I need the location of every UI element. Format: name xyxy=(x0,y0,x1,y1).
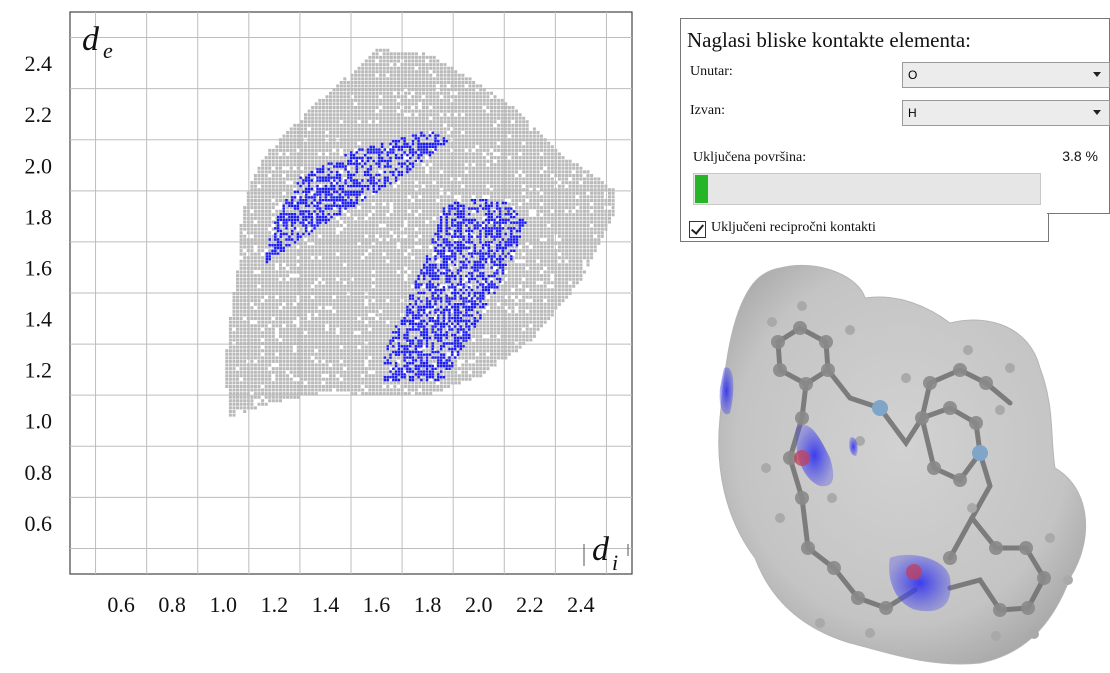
outside-element-select[interactable]: H xyxy=(902,100,1110,126)
grey-contact-points xyxy=(225,48,615,417)
included-surface-percent: 3.8 % xyxy=(1062,148,1098,164)
outside-label: Izvan: xyxy=(690,103,725,118)
y-tick-label: 2.0 xyxy=(25,153,53,178)
x-tick-label: 1.0 xyxy=(210,592,238,617)
x-axis-label-sub: i xyxy=(612,550,618,575)
included-surface-bar-fill xyxy=(695,175,709,203)
checkbox-checked-icon xyxy=(690,221,705,235)
x-tick-label: 0.6 xyxy=(107,592,135,617)
y-axis-label-sub: e xyxy=(103,38,113,63)
chevron-down-icon xyxy=(1093,110,1101,115)
tick-labels: 0.6 0.8 1.0 1.2 1.4 1.6 1.8 2.0 2.2 2.4 2.4 2.2 2.0 1… xyxy=(25,51,595,617)
y-tick-label: 2.2 xyxy=(25,102,53,127)
reciprocal-contacts-checkbox[interactable] xyxy=(689,221,706,238)
close-contact-spots xyxy=(719,367,951,612)
molecule-atoms xyxy=(771,321,1051,617)
y-tick-label: 1.6 xyxy=(25,255,53,280)
x-tick-label: 2.0 xyxy=(465,592,493,617)
y-tick-label: 0.6 xyxy=(25,511,53,536)
x-tick-label: 1.2 xyxy=(261,592,289,617)
hydrogen-atoms xyxy=(761,301,1073,641)
y-tick-label: 1.8 xyxy=(25,204,53,229)
inside-element-value: O xyxy=(908,68,918,82)
x-tick-label: 1.6 xyxy=(363,592,391,617)
inside-label: Unutar: xyxy=(690,64,733,79)
scatter-layer xyxy=(225,48,615,417)
y-tick-label: 1.4 xyxy=(25,307,53,332)
x-tick-label: 2.2 xyxy=(516,592,544,617)
inside-element-select[interactable]: O xyxy=(902,62,1110,88)
y-axis-label-main: d xyxy=(82,21,100,58)
x-tick-label: 1.8 xyxy=(414,592,442,617)
included-surface-bar xyxy=(693,173,1041,205)
y-tick-label: 1.2 xyxy=(25,358,53,383)
x-tick-label: 1.4 xyxy=(312,592,340,617)
x-tick-label: 0.8 xyxy=(158,592,186,617)
reciprocal-contacts-label[interactable]: Uključeni recipročni kontakti xyxy=(711,220,876,235)
y-tick-label: 0.8 xyxy=(25,460,53,485)
highlight-contacts-panel: Naglasi bliske kontakte elementa: Unutar… xyxy=(680,18,1110,243)
panel-frame-bottom xyxy=(680,213,1049,242)
blue-contact-points xyxy=(265,131,527,382)
y-tick-label: 2.4 xyxy=(25,51,53,76)
y-tick-label: 1.0 xyxy=(25,409,53,434)
x-axis-label: d i xyxy=(583,531,629,575)
panel-title: Naglasi bliske kontakte elementa: xyxy=(687,28,971,52)
hirshfeld-surface-view xyxy=(718,264,1087,665)
fingerprint-plot: 0.6 0.8 1.0 1.2 1.4 1.6 1.8 2.0 2.2 2.4 2.4 2.2 2.0 1… xyxy=(25,11,633,617)
outside-element-value: H xyxy=(908,106,917,120)
oxygen-atoms xyxy=(794,450,922,580)
nitrogen-atoms xyxy=(872,400,988,461)
chevron-down-icon xyxy=(1093,72,1101,77)
y-axis-label: d e xyxy=(82,21,113,63)
x-axis-label-main: d xyxy=(592,531,610,568)
panel-frame-edge xyxy=(1047,213,1110,214)
included-surface-label: Uključena površina: xyxy=(693,150,807,165)
x-tick-label: 2.4 xyxy=(567,592,595,617)
